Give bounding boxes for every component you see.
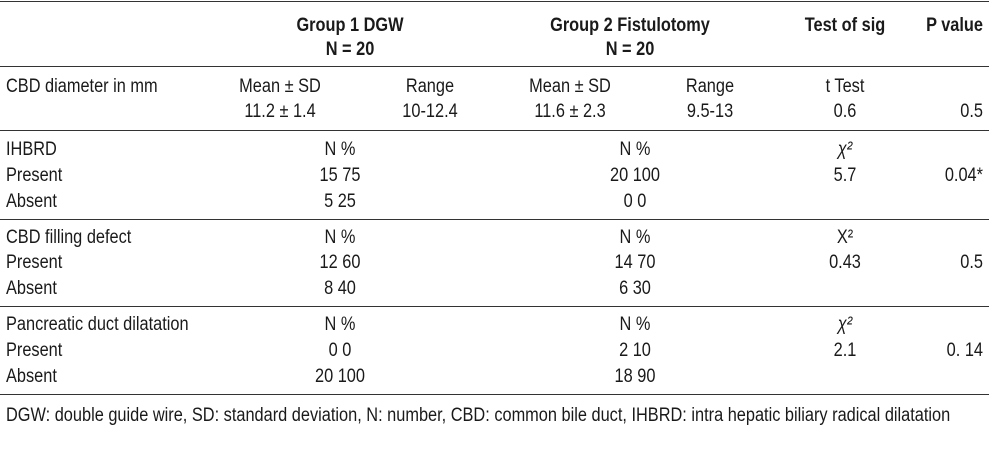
g1-present-value: 15 75 bbox=[319, 165, 361, 186]
g1-present-value: 0 0 bbox=[328, 340, 352, 361]
table-footnote: DGW: double guide wire, SD: standard dev… bbox=[6, 405, 951, 426]
section-label: IHBRD bbox=[6, 139, 57, 160]
g2-range-value: 9.5-13 bbox=[686, 101, 734, 122]
g2-range-header: Range bbox=[685, 76, 735, 97]
present-label: Present bbox=[6, 165, 63, 186]
section-label: Pancreatic duct dilatation bbox=[6, 314, 189, 335]
p-value: 0.5 bbox=[960, 101, 983, 122]
g1-absent-value: 5 25 bbox=[324, 191, 356, 212]
p-value: 0.04* bbox=[944, 165, 983, 186]
g2-absent-value: 6 30 bbox=[619, 278, 651, 299]
section-label: CBD filling defect bbox=[6, 227, 132, 248]
g2-absent-value: 0 0 bbox=[623, 191, 647, 212]
g1-absent-value: 8 40 bbox=[324, 278, 356, 299]
test-value: 0.43 bbox=[829, 252, 861, 273]
test-name: X² bbox=[836, 227, 854, 248]
g2-column-header: N % bbox=[619, 227, 651, 248]
test-name: χ² bbox=[837, 139, 853, 160]
group1-title: Group 1 DGW bbox=[296, 15, 404, 36]
g2-absent-value: 18 90 bbox=[614, 366, 656, 387]
test-column-header: Test of sig bbox=[804, 15, 886, 36]
test-name: χ² bbox=[837, 314, 853, 335]
absent-label: Absent bbox=[6, 191, 57, 212]
g2-mean-header: Mean ± SD bbox=[529, 76, 611, 97]
present-label: Present bbox=[6, 252, 63, 273]
g2-present-value: 14 70 bbox=[614, 252, 656, 273]
table-rule-top bbox=[0, 1, 989, 2]
p-value-column-header: P value bbox=[926, 15, 983, 36]
g1-mean-value: 11.2 ± 1.4 bbox=[244, 101, 316, 122]
row-label: CBD diameter in mm bbox=[6, 76, 158, 97]
p-value: 0. 14 bbox=[946, 340, 983, 361]
g1-column-header: N % bbox=[324, 139, 356, 160]
group2-title: Group 2 Fistulotomy bbox=[550, 15, 710, 36]
test-value: 2.1 bbox=[833, 340, 857, 361]
absent-label: Absent bbox=[6, 366, 57, 387]
test-name: t Test bbox=[825, 76, 865, 97]
g2-mean-value: 11.6 ± 2.3 bbox=[534, 101, 606, 122]
g1-mean-header: Mean ± SD bbox=[239, 76, 321, 97]
table-rule-filling bbox=[0, 306, 989, 307]
g1-range-value: 10-12.4 bbox=[402, 101, 458, 122]
p-value: 0.5 bbox=[960, 252, 983, 273]
test-value: 5.7 bbox=[833, 165, 857, 186]
table-rule-cbd bbox=[0, 130, 989, 131]
g1-present-value: 12 60 bbox=[319, 252, 361, 273]
g1-column-header: N % bbox=[324, 227, 356, 248]
table-rule-ihbrd bbox=[0, 219, 989, 220]
g2-present-value: 20 100 bbox=[610, 165, 660, 186]
group2-n: N = 20 bbox=[605, 39, 655, 60]
g2-present-value: 2 10 bbox=[619, 340, 651, 361]
test-value: 0.6 bbox=[833, 101, 857, 122]
table-rule-header bbox=[0, 66, 989, 67]
absent-label: Absent bbox=[6, 278, 57, 299]
table-rule-bottom bbox=[0, 394, 989, 395]
g1-range-header: Range bbox=[405, 76, 455, 97]
g2-column-header: N % bbox=[619, 139, 651, 160]
g1-absent-value: 20 100 bbox=[315, 366, 365, 387]
g1-column-header: N % bbox=[324, 314, 356, 335]
present-label: Present bbox=[6, 340, 63, 361]
g2-column-header: N % bbox=[619, 314, 651, 335]
group1-n: N = 20 bbox=[325, 39, 375, 60]
